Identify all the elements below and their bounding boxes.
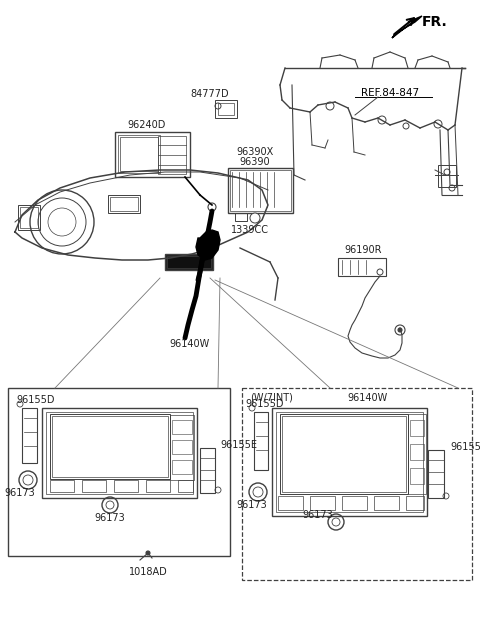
Bar — [272, 408, 427, 516]
Bar — [167, 256, 211, 268]
Polygon shape — [196, 230, 220, 260]
Bar — [120, 137, 158, 171]
Bar — [172, 420, 192, 434]
Bar — [8, 388, 230, 556]
Bar — [230, 170, 291, 211]
Bar — [18, 205, 40, 230]
Text: 96390X: 96390X — [236, 147, 274, 157]
Text: 1339CC: 1339CC — [231, 225, 269, 235]
Bar — [218, 103, 234, 115]
Bar — [110, 197, 138, 211]
Bar — [410, 468, 424, 484]
Bar — [282, 416, 406, 492]
Circle shape — [398, 328, 402, 332]
Text: 84777D: 84777D — [191, 89, 229, 99]
Text: 96173: 96173 — [95, 513, 125, 523]
Text: 96155D: 96155D — [17, 395, 55, 405]
Bar — [165, 254, 213, 270]
Text: 96240D: 96240D — [128, 120, 166, 130]
Bar — [172, 440, 192, 454]
Bar — [278, 496, 303, 510]
Bar — [342, 496, 367, 510]
Bar — [228, 168, 293, 213]
Circle shape — [146, 551, 150, 555]
Bar — [280, 414, 408, 494]
Bar — [310, 496, 335, 510]
Polygon shape — [392, 16, 422, 38]
Bar — [276, 412, 423, 512]
Bar — [108, 195, 140, 213]
Bar — [242, 388, 472, 580]
Bar — [158, 136, 186, 174]
Text: 96140W: 96140W — [348, 393, 388, 403]
Bar — [428, 450, 444, 498]
Bar — [42, 408, 197, 498]
Text: 96390: 96390 — [240, 157, 270, 167]
Bar — [178, 480, 193, 492]
Bar — [215, 100, 237, 118]
Text: REF.84-847: REF.84-847 — [361, 88, 419, 98]
Text: (W/7INT): (W/7INT) — [251, 393, 293, 403]
Bar — [438, 165, 456, 187]
Text: 96140W: 96140W — [170, 339, 210, 349]
Bar — [374, 496, 399, 510]
Text: 96173: 96173 — [237, 500, 267, 510]
Text: 96155E: 96155E — [450, 442, 480, 452]
Bar — [170, 415, 194, 480]
Text: FR.: FR. — [422, 15, 448, 29]
Bar — [114, 480, 138, 492]
Text: 96173: 96173 — [302, 510, 334, 520]
Text: 96173: 96173 — [5, 488, 36, 498]
Bar — [408, 414, 426, 494]
Bar — [115, 132, 190, 177]
Bar — [50, 414, 170, 479]
Text: 96155E: 96155E — [220, 440, 257, 450]
Bar — [235, 213, 247, 221]
Bar — [146, 480, 170, 492]
Bar — [338, 258, 386, 276]
Circle shape — [208, 203, 216, 211]
Bar — [46, 412, 193, 494]
Bar — [200, 448, 215, 493]
Bar — [52, 416, 168, 477]
Circle shape — [250, 213, 260, 223]
Bar — [172, 460, 192, 474]
Bar — [410, 420, 424, 436]
Bar — [254, 412, 268, 470]
Bar — [410, 444, 424, 460]
Bar — [20, 207, 38, 228]
Text: 1018AD: 1018AD — [129, 567, 168, 577]
Text: 96155D: 96155D — [246, 399, 284, 409]
Bar — [406, 496, 424, 510]
Bar — [118, 135, 160, 173]
Text: 96190R: 96190R — [344, 245, 382, 255]
Bar — [22, 408, 37, 463]
Bar — [50, 480, 74, 492]
Bar — [82, 480, 106, 492]
